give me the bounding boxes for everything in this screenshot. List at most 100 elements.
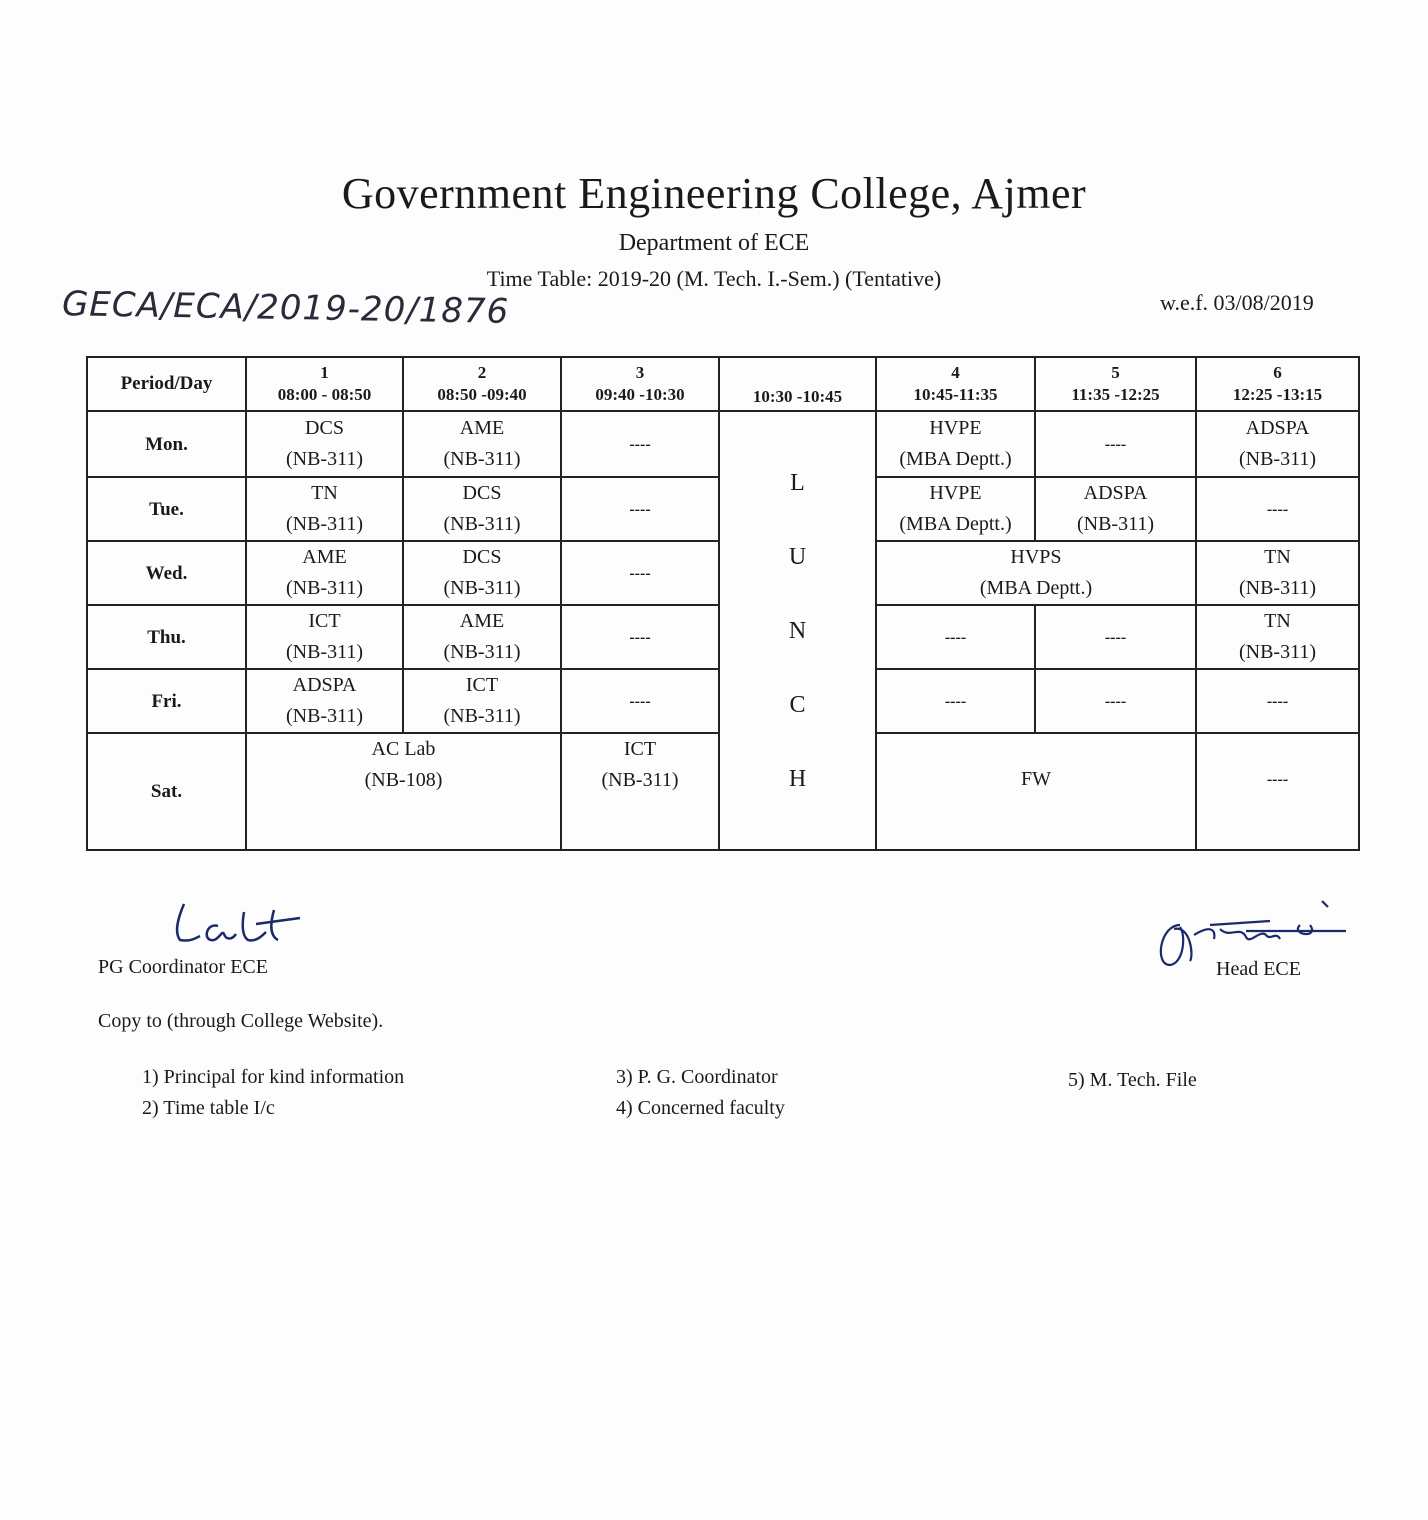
room: (NB-311) — [443, 577, 521, 599]
subject: DCS — [462, 546, 502, 568]
subject: ICT — [308, 610, 341, 632]
room: (NB-311) — [285, 705, 364, 727]
cell: AME (NB-311) — [402, 604, 562, 670]
room: (NB-311) — [443, 705, 521, 727]
empty-cell: ---- — [1034, 410, 1197, 478]
room: (MBA Deptt.) — [899, 513, 1012, 535]
room: (NB-311) — [285, 641, 364, 663]
period-number: 5 — [1111, 363, 1120, 382]
subject: DCS — [305, 417, 344, 439]
period-header: 5 11:35 -12:25 — [1034, 356, 1197, 412]
period-number: 6 — [1273, 363, 1282, 382]
copy-item: 5) M. Tech. File — [1068, 1069, 1197, 1091]
period-time: 08:50 -09:40 — [437, 385, 527, 404]
room: (NB-108) — [364, 769, 443, 791]
empty-cell: ---- — [875, 668, 1036, 734]
cell: ICT (NB-311) — [245, 604, 404, 670]
table-row: Fri. ADSPA (NB-311) ICT (NB-311) ---- ----… — [86, 668, 1360, 734]
handwritten-reference-number: GECA/ECA/2019-20/1876 — [61, 284, 510, 332]
empty-cell: ---- — [1195, 732, 1360, 851]
empty-cell: ---- — [560, 540, 720, 606]
copy-to-heading: Copy to (through College Website). — [98, 1010, 384, 1032]
copy-item: 3) P. G. Coordinator — [616, 1066, 778, 1088]
head-signature — [1159, 900, 1346, 967]
subject: AME — [459, 417, 505, 439]
lunch-letter: H — [788, 765, 807, 792]
room: (NB-311) — [1238, 577, 1317, 599]
pg-coordinator-signature — [175, 903, 301, 942]
room: (NB-311) — [285, 448, 364, 470]
room: (NB-311) — [285, 513, 364, 535]
cell: AC Lab (NB-108) — [245, 732, 562, 851]
pg-coordinator-label: PG Coordinator ECE — [98, 956, 268, 978]
cell: ICT (NB-311) — [560, 732, 720, 851]
timetable: Period/Day 1 08:00 - 08:50 2 08:50 -09:40 … — [86, 356, 1360, 851]
college-title: Government Engineering College, Ajmer — [341, 169, 1087, 218]
head-label: Head ECE — [1216, 958, 1301, 980]
subject: TN — [1264, 546, 1291, 568]
empty-cell: ---- — [1195, 476, 1360, 542]
empty-cell: ---- — [875, 604, 1036, 670]
cell: ADSPA (NB-311) — [1195, 410, 1360, 478]
subject: AC Lab — [371, 738, 436, 760]
subject: ICT — [465, 674, 499, 696]
empty-cell: ---- — [560, 604, 720, 670]
day-label: Mon. — [86, 410, 247, 478]
subject: ADSPA — [292, 674, 357, 696]
subject: HVPE — [929, 417, 982, 439]
header-row: Period/Day 1 08:00 - 08:50 2 08:50 -09:40 … — [86, 356, 1360, 412]
table-row: Wed. AME (NB-311) DCS (NB-311) ---- HVPS (M… — [86, 540, 1360, 606]
cell: ADSPA (NB-311) — [1034, 476, 1197, 542]
subject: HVPE — [929, 482, 982, 504]
lunch-column: L U N C H — [718, 410, 877, 851]
cell: DCS (NB-311) — [245, 410, 404, 478]
empty-cell: ---- — [1195, 668, 1360, 734]
cell: TN (NB-311) — [245, 476, 404, 542]
room: (NB-311) — [601, 769, 679, 791]
room: (NB-311) — [443, 641, 521, 663]
subject: ADSPA — [1083, 482, 1148, 504]
period-number: 4 — [951, 363, 960, 382]
cell: TN (NB-311) — [1195, 604, 1360, 670]
cell: AME (NB-311) — [245, 540, 404, 606]
room: (MBA Deptt.) — [899, 448, 1012, 470]
table-row: Tue. TN (NB-311) DCS (NB-311) ---- HVPE (MB… — [86, 476, 1360, 542]
period-number: 2 — [477, 363, 487, 382]
cell: HVPE (MBA Deptt.) — [875, 476, 1036, 542]
cell: FW — [875, 732, 1197, 851]
cell: HVPS (MBA Deptt.) — [875, 540, 1197, 606]
period-header: 2 08:50 -09:40 — [402, 356, 562, 412]
room: (NB-311) — [1076, 513, 1155, 535]
lunch-letter: C — [789, 691, 806, 718]
copy-item: 1) Principal for kind information — [142, 1066, 405, 1088]
department-name: Department of ECE — [618, 230, 810, 256]
cell: HVPE (MBA Deptt.) — [875, 410, 1036, 478]
table-row: Mon. DCS (NB-311) AME (NB-311) ---- L U N … — [86, 410, 1360, 851]
period-number: 3 — [635, 363, 645, 382]
period-time: 10:30 -10:45 — [752, 387, 843, 406]
cell: AME (NB-311) — [402, 410, 562, 478]
room: (NB-311) — [443, 448, 521, 470]
day-label: Wed. — [86, 540, 247, 606]
copy-item: 4) Concerned faculty — [616, 1097, 785, 1119]
lunch-letter: U — [788, 543, 807, 570]
empty-cell: ---- — [1034, 604, 1197, 670]
room: (NB-311) — [443, 513, 521, 535]
subject: ADSPA — [1245, 417, 1310, 439]
cell: ADSPA (NB-311) — [245, 668, 404, 734]
period-header: 6 12:25 -13:15 — [1195, 356, 1360, 412]
corner-header: Period/Day — [86, 356, 247, 412]
cell: DCS (NB-311) — [402, 476, 562, 542]
room: (NB-311) — [1238, 448, 1317, 470]
day-label: Tue. — [86, 476, 247, 542]
period-number: 1 — [320, 363, 329, 382]
effective-date: w.e.f. 03/08/2019 — [1160, 290, 1314, 315]
subject: TN — [311, 482, 338, 504]
subject: DCS — [462, 482, 502, 504]
break-header: 10:30 -10:45 — [718, 356, 877, 412]
room: (MBA Deptt.) — [979, 577, 1093, 599]
cell: DCS (NB-311) — [402, 540, 562, 606]
empty-cell: ---- — [560, 476, 720, 542]
room: (NB-311) — [285, 577, 364, 599]
table-row: Thu. ICT (NB-311) AME (NB-311) ---- ---- -… — [86, 604, 1360, 670]
